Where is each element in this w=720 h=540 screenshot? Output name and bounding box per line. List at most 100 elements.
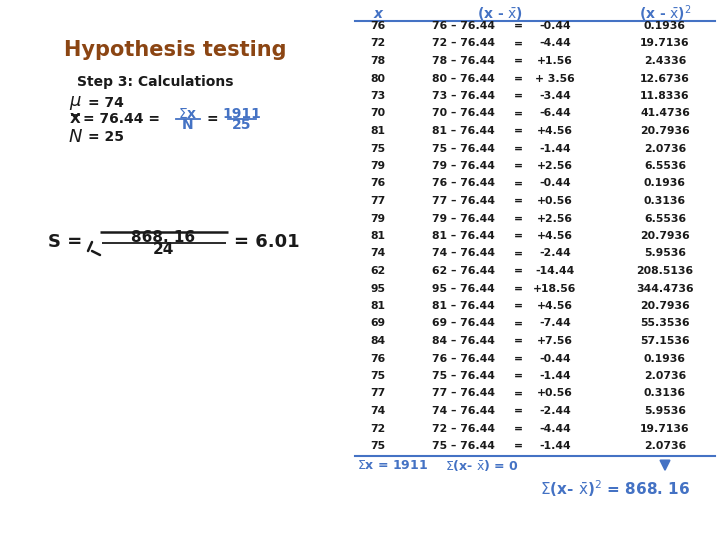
- Text: = 6.01: = 6.01: [234, 233, 300, 251]
- Text: -3.44: -3.44: [539, 91, 571, 101]
- Text: $\Sigma$(x- $\bar{\rm x}$)$^2$ = 868. 16: $\Sigma$(x- $\bar{\rm x}$)$^2$ = 868. 16: [540, 478, 690, 499]
- Text: 84 – 76.44: 84 – 76.44: [431, 336, 495, 346]
- Text: 344.4736: 344.4736: [636, 284, 694, 294]
- Text: 81: 81: [371, 126, 385, 136]
- Text: 57.1536: 57.1536: [640, 336, 690, 346]
- Text: 73 – 76.44: 73 – 76.44: [431, 91, 495, 101]
- Text: -1.44: -1.44: [539, 441, 571, 451]
- Text: 76: 76: [370, 179, 386, 188]
- Text: 76 – 76.44: 76 – 76.44: [431, 354, 495, 363]
- Text: (x - $\bar{\rm x}$)$^2$: (x - $\bar{\rm x}$)$^2$: [639, 4, 691, 24]
- Text: +1.56: +1.56: [537, 56, 573, 66]
- Text: 55.3536: 55.3536: [640, 319, 690, 328]
- Text: -4.44: -4.44: [539, 423, 571, 434]
- Text: 73: 73: [370, 91, 386, 101]
- Text: 11.8336: 11.8336: [640, 91, 690, 101]
- Text: = 76.44 =: = 76.44 =: [83, 112, 160, 126]
- Text: =: =: [206, 112, 217, 126]
- Text: =: =: [513, 423, 523, 434]
- Text: 41.4736: 41.4736: [640, 109, 690, 118]
- Text: +18.56: +18.56: [534, 284, 577, 294]
- Text: 79 – 76.44: 79 – 76.44: [431, 161, 495, 171]
- Text: Hypothesis testing: Hypothesis testing: [64, 40, 287, 60]
- Text: 75 – 76.44: 75 – 76.44: [431, 441, 495, 451]
- Text: 70: 70: [370, 109, 386, 118]
- Text: $N$: $N$: [68, 128, 83, 146]
- Text: =: =: [513, 126, 523, 136]
- Text: =: =: [513, 161, 523, 171]
- Text: 75: 75: [370, 371, 386, 381]
- Text: -4.44: -4.44: [539, 38, 571, 49]
- Text: 76: 76: [370, 354, 386, 363]
- Text: 5.9536: 5.9536: [644, 248, 686, 259]
- Text: -6.44: -6.44: [539, 109, 571, 118]
- Text: 79: 79: [370, 213, 386, 224]
- Text: +4.56: +4.56: [537, 301, 573, 311]
- Text: S =: S =: [48, 233, 82, 251]
- Text: 20.7936: 20.7936: [640, 126, 690, 136]
- Text: 19.7136: 19.7136: [640, 38, 690, 49]
- Text: 70 – 76.44: 70 – 76.44: [431, 109, 495, 118]
- Text: 74: 74: [370, 248, 386, 259]
- Text: =: =: [513, 144, 523, 153]
- Text: + 3.56: + 3.56: [535, 73, 575, 84]
- Text: =: =: [513, 284, 523, 294]
- Text: -1.44: -1.44: [539, 371, 571, 381]
- Text: =: =: [513, 319, 523, 328]
- Text: =: =: [513, 56, 523, 66]
- Text: -0.44: -0.44: [539, 179, 571, 188]
- Text: 2.0736: 2.0736: [644, 144, 686, 153]
- Text: +2.56: +2.56: [537, 213, 573, 224]
- Text: 95 – 76.44: 95 – 76.44: [431, 284, 495, 294]
- Text: =: =: [513, 441, 523, 451]
- Text: 77: 77: [370, 388, 386, 399]
- Text: 0.1936: 0.1936: [644, 179, 686, 188]
- Text: +4.56: +4.56: [537, 231, 573, 241]
- Text: 12.6736: 12.6736: [640, 73, 690, 84]
- Text: 74 – 76.44: 74 – 76.44: [431, 406, 495, 416]
- Text: 69 – 76.44: 69 – 76.44: [431, 319, 495, 328]
- Text: 81 – 76.44: 81 – 76.44: [431, 126, 495, 136]
- Text: 62 – 76.44: 62 – 76.44: [431, 266, 495, 276]
- Text: x: x: [374, 7, 382, 21]
- Text: =: =: [513, 38, 523, 49]
- Text: =: =: [513, 248, 523, 259]
- Text: 72 – 76.44: 72 – 76.44: [431, 38, 495, 49]
- Text: -7.44: -7.44: [539, 319, 571, 328]
- Text: =: =: [513, 388, 523, 399]
- Text: 72: 72: [370, 423, 386, 434]
- Text: 95: 95: [371, 284, 385, 294]
- Text: +7.56: +7.56: [537, 336, 573, 346]
- Text: 76 – 76.44: 76 – 76.44: [431, 21, 495, 31]
- Text: 81: 81: [371, 231, 385, 241]
- Text: 0.1936: 0.1936: [644, 354, 686, 363]
- Text: +0.56: +0.56: [537, 196, 573, 206]
- Text: $\mu$: $\mu$: [68, 94, 81, 112]
- Text: -0.44: -0.44: [539, 21, 571, 31]
- Text: 1911: 1911: [222, 107, 261, 121]
- Text: 69: 69: [370, 319, 386, 328]
- Text: $\Sigma$x: $\Sigma$x: [179, 107, 198, 121]
- Text: +0.56: +0.56: [537, 388, 573, 399]
- Text: 6.5536: 6.5536: [644, 161, 686, 171]
- Text: =: =: [513, 179, 523, 188]
- Text: +2.56: +2.56: [537, 161, 573, 171]
- Text: 72 – 76.44: 72 – 76.44: [431, 423, 495, 434]
- Text: 81 – 76.44: 81 – 76.44: [431, 301, 495, 311]
- Text: 80 – 76.44: 80 – 76.44: [431, 73, 495, 84]
- Text: 208.5136: 208.5136: [636, 266, 693, 276]
- Text: =: =: [513, 21, 523, 31]
- Text: =: =: [513, 371, 523, 381]
- Text: +4.56: +4.56: [537, 126, 573, 136]
- Text: $\Sigma$x = 1911: $\Sigma$x = 1911: [357, 459, 428, 472]
- Text: 79: 79: [370, 161, 386, 171]
- Text: =: =: [513, 91, 523, 101]
- Text: -2.44: -2.44: [539, 406, 571, 416]
- Text: 84: 84: [370, 336, 386, 346]
- Text: =: =: [513, 301, 523, 311]
- Text: 75: 75: [370, 144, 386, 153]
- Text: 5.9536: 5.9536: [644, 406, 686, 416]
- Text: =: =: [513, 109, 523, 118]
- Text: = 25: = 25: [88, 130, 124, 144]
- Text: 20.7936: 20.7936: [640, 231, 690, 241]
